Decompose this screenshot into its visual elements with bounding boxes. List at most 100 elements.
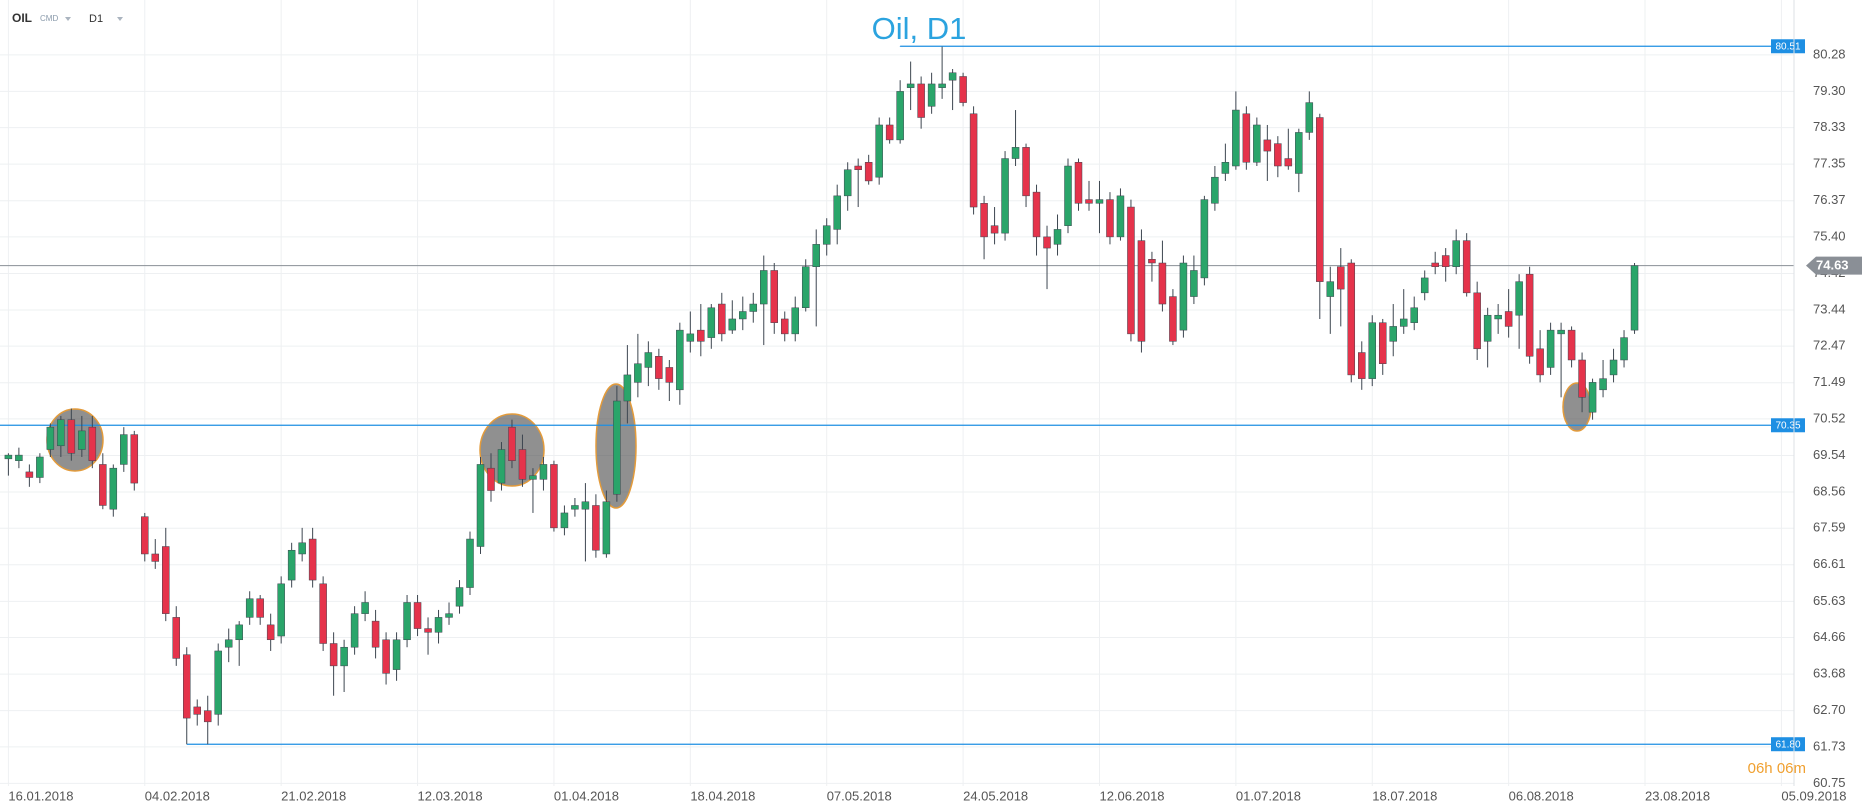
y-tick-label: 78.33 [1813, 119, 1846, 134]
candle-body [1263, 139, 1272, 152]
candle-body [413, 602, 422, 629]
candle-body [392, 639, 401, 670]
candle-body [1630, 265, 1639, 331]
candle-body [245, 598, 254, 618]
candle-body [141, 516, 149, 555]
candle-body [445, 613, 453, 618]
candle-body [162, 546, 170, 614]
y-tick-label: 76.37 [1813, 192, 1846, 207]
candle-body [1588, 382, 1597, 413]
candle-body [1399, 318, 1408, 327]
candle-body [1127, 206, 1135, 335]
candle-body [550, 464, 558, 529]
candle-body [1494, 314, 1502, 320]
candle-body [235, 624, 243, 641]
y-tick-label: 73.44 [1813, 301, 1846, 316]
candle-body [1462, 240, 1471, 294]
candle-body [686, 333, 695, 342]
candle-body [1620, 337, 1628, 361]
y-tick-label: 79.30 [1813, 83, 1846, 98]
candle-body [718, 303, 726, 335]
candle-body [770, 270, 779, 323]
candle-body [1410, 307, 1418, 323]
candle-body [613, 400, 621, 495]
x-tick-label: 23.08.2018 [1645, 788, 1710, 803]
candle-body [1169, 296, 1177, 342]
levels: 80.51 70.35 61.80 [0, 39, 1805, 752]
candle-body [812, 244, 820, 267]
candle-body [193, 706, 201, 715]
candle-body [1053, 229, 1062, 245]
candle-body [1473, 292, 1481, 350]
candle-body [1599, 378, 1607, 391]
y-tick-label: 63.68 [1813, 666, 1846, 681]
candle-body [739, 311, 747, 320]
x-tick-label: 12.03.2018 [418, 788, 483, 803]
level-label: 80.51 [1775, 41, 1800, 52]
candle-body [319, 583, 327, 644]
candle-body [308, 538, 317, 581]
candle-body [1190, 270, 1198, 297]
candle-body [959, 76, 967, 103]
candle-body [329, 643, 338, 667]
candle-body [917, 83, 925, 118]
candle-body [896, 91, 904, 141]
y-tick-label: 67.59 [1813, 520, 1846, 535]
candle-body [78, 430, 86, 450]
candle-body [1074, 162, 1083, 204]
y-tick-label: 71.49 [1813, 374, 1846, 389]
y-tick-label: 65.63 [1813, 593, 1846, 608]
candle-body [948, 72, 957, 81]
timeframe[interactable]: D1 [89, 13, 103, 25]
candle-body [99, 464, 107, 506]
candle-body [665, 367, 674, 383]
candle-body [298, 542, 306, 555]
candle-body [130, 434, 139, 484]
candle-body [1253, 124, 1261, 163]
dropdown-arrow[interactable] [65, 17, 71, 21]
y-tick-label: 69.54 [1813, 447, 1846, 462]
x-tick-label: 06.08.2018 [1509, 788, 1574, 803]
candles [4, 46, 1639, 745]
level-label: 61.80 [1775, 739, 1800, 750]
y-tick-label: 66.61 [1813, 556, 1846, 571]
candle-body [1232, 109, 1240, 167]
candle-body [256, 598, 264, 618]
x-tick-label: 18.04.2018 [690, 788, 755, 803]
y-tick-label: 64.66 [1813, 629, 1846, 644]
candle-body [655, 356, 663, 379]
dropdown-arrow[interactable] [117, 17, 123, 21]
candle-body [1158, 262, 1167, 305]
y-tick-label: 72.47 [1813, 338, 1846, 353]
y-tick-label: 77.35 [1813, 156, 1846, 171]
candle-body [623, 374, 632, 402]
countdown: 06h 06m [1748, 760, 1806, 777]
candle-body [1085, 199, 1093, 204]
highlights [46, 382, 1592, 509]
candle-body [287, 549, 296, 581]
candle-body [1137, 240, 1146, 342]
candle-body [371, 620, 380, 648]
candle-body [1179, 262, 1188, 331]
y-tick-label: 75.40 [1813, 228, 1846, 243]
candle-body [182, 654, 191, 719]
candle-body [822, 225, 831, 245]
candle-body [571, 505, 579, 510]
candle-body [1578, 359, 1586, 398]
candle-body [466, 538, 474, 588]
candle-body [361, 602, 369, 614]
last-price-label: 74.63 [1816, 258, 1849, 273]
candle-body [854, 165, 862, 170]
x-tick-label: 01.04.2018 [554, 788, 619, 803]
candle-body [980, 203, 988, 238]
candle-body [885, 124, 894, 141]
candle-body [1001, 158, 1009, 234]
candle-body [1064, 165, 1072, 226]
candle-body [1452, 240, 1460, 267]
symbol[interactable]: OIL [12, 11, 32, 25]
candle-body [4, 454, 13, 460]
axes: 80.2879.3078.3377.3576.3775.4074.4273.44… [8, 0, 1862, 803]
candle-body [560, 512, 569, 529]
symbol-type: CMD [40, 14, 58, 23]
